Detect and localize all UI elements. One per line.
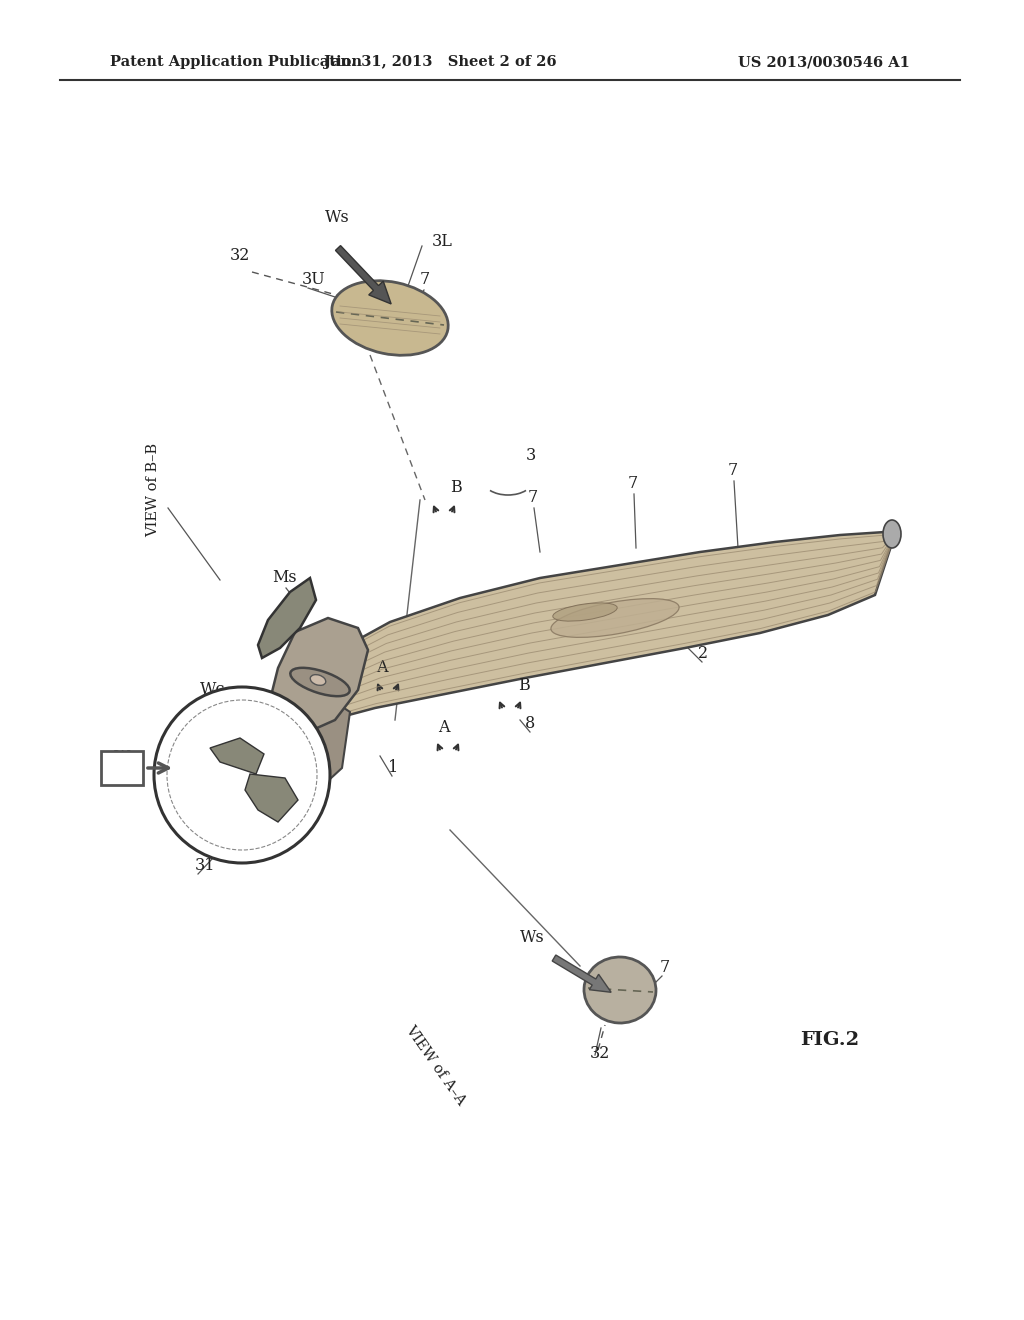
FancyArrow shape — [336, 246, 391, 304]
Text: A: A — [438, 719, 450, 737]
Text: Wc: Wc — [200, 681, 225, 698]
Polygon shape — [330, 532, 895, 719]
Ellipse shape — [291, 668, 349, 696]
Text: Ms: Ms — [272, 569, 297, 586]
Text: 8: 8 — [525, 715, 536, 733]
Text: VIEW of B–B: VIEW of B–B — [146, 444, 160, 537]
Text: Ws: Ws — [258, 809, 283, 826]
Text: 3U: 3U — [302, 271, 326, 288]
Text: 7: 7 — [420, 271, 430, 288]
Polygon shape — [210, 738, 264, 774]
Text: Patent Application Publication: Patent Application Publication — [110, 55, 362, 69]
Text: US 2013/0030546 A1: US 2013/0030546 A1 — [738, 55, 910, 69]
Text: 7: 7 — [628, 475, 638, 492]
Text: 1: 1 — [388, 759, 398, 776]
Circle shape — [154, 686, 330, 863]
Text: B: B — [450, 479, 462, 496]
Ellipse shape — [553, 603, 617, 622]
Ellipse shape — [883, 520, 901, 548]
Ellipse shape — [584, 957, 656, 1023]
Text: Jan. 31, 2013   Sheet 2 of 26: Jan. 31, 2013 Sheet 2 of 26 — [324, 55, 556, 69]
Text: A: A — [376, 659, 387, 676]
Polygon shape — [245, 774, 298, 822]
Text: 3: 3 — [526, 447, 537, 465]
Text: Ws: Ws — [520, 929, 545, 946]
Text: 7: 7 — [660, 960, 671, 975]
FancyArrow shape — [552, 954, 611, 993]
Text: 2: 2 — [698, 645, 709, 663]
Text: 7: 7 — [528, 488, 539, 506]
Text: 3L: 3L — [432, 234, 453, 249]
Polygon shape — [270, 618, 368, 733]
Text: FIG.2: FIG.2 — [801, 1031, 859, 1049]
Text: 7: 7 — [728, 462, 738, 479]
Ellipse shape — [551, 598, 679, 638]
FancyBboxPatch shape — [101, 751, 143, 785]
Ellipse shape — [310, 675, 326, 685]
Ellipse shape — [332, 281, 449, 355]
Text: B: B — [518, 677, 529, 694]
Text: 32: 32 — [590, 1045, 610, 1063]
Polygon shape — [288, 692, 350, 789]
Text: 32: 32 — [230, 247, 251, 264]
Text: W: W — [114, 748, 130, 766]
Polygon shape — [258, 578, 316, 657]
Text: VIEW of A–A: VIEW of A–A — [402, 1023, 468, 1107]
Text: Ws: Ws — [325, 209, 350, 226]
Text: 31: 31 — [195, 857, 215, 874]
